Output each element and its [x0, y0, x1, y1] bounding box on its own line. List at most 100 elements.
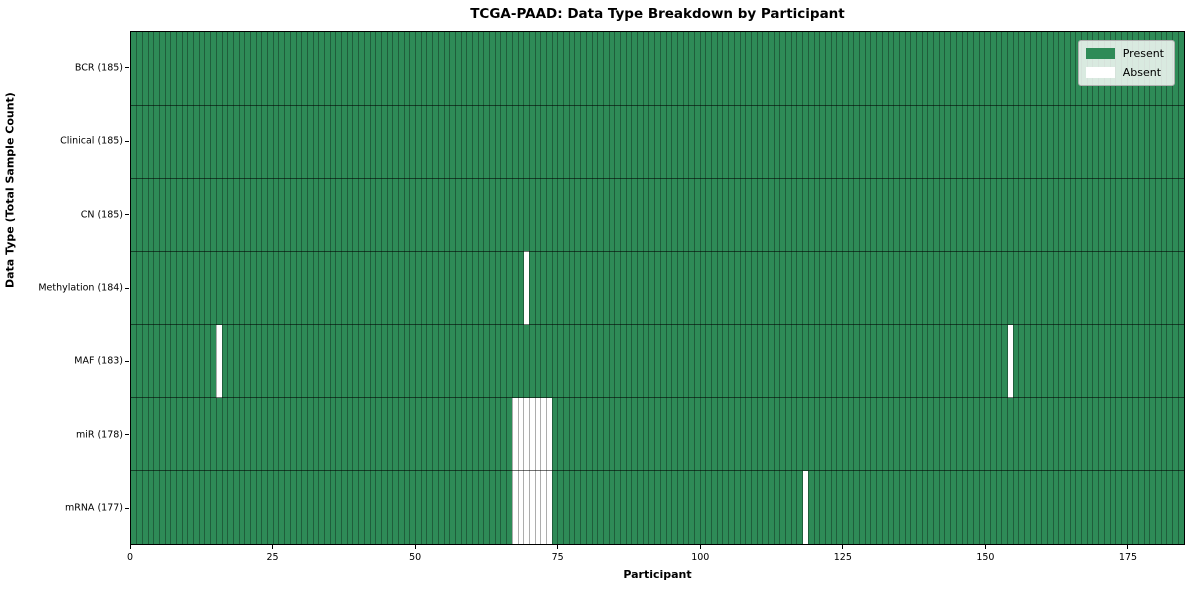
row-separator-line	[131, 250, 1184, 252]
bar-edge-line	[295, 32, 297, 544]
bar-edge-line	[767, 32, 769, 544]
bar-edge-line	[398, 32, 400, 544]
bar-edge-line	[904, 32, 906, 544]
bar-edge-line	[898, 32, 900, 544]
bar-edge-line	[1149, 32, 1151, 544]
absent-cell	[523, 397, 530, 471]
bar-edge-line	[927, 32, 929, 544]
legend-item-absent: Absent	[1085, 66, 1164, 79]
bar-edge-line	[198, 32, 200, 544]
absent-cell	[512, 397, 519, 471]
absent-cell	[529, 397, 536, 471]
absent-cell	[523, 470, 530, 544]
x-tick-label: 175	[1118, 552, 1138, 563]
bar-edge-line	[540, 32, 542, 544]
bar-edge-line	[671, 32, 673, 544]
bar-edge-line	[989, 32, 991, 544]
bar-edge-line	[1069, 32, 1071, 544]
bar-edge-line	[887, 32, 889, 544]
bar-edge-line	[921, 32, 923, 544]
bar-edge-line	[1098, 32, 1100, 544]
x-tick-label: 150	[976, 552, 995, 563]
absent-swatch	[1085, 67, 1115, 78]
bar-edge-line	[443, 32, 445, 544]
bar-edge-line	[785, 32, 787, 544]
absent-cell	[523, 251, 530, 325]
bar-edge-line	[665, 32, 667, 544]
bar-edge-line	[426, 32, 428, 544]
bar-edge-line	[432, 32, 434, 544]
bar-edge-line	[409, 32, 411, 544]
bar-edge-line	[386, 32, 388, 544]
x-tick-label: 100	[691, 552, 710, 563]
bar-edge-line	[933, 32, 935, 544]
bar-edge-line	[164, 32, 166, 544]
bar-edge-line	[403, 32, 405, 544]
bar-edge-line	[568, 32, 570, 544]
x-tick-mark	[414, 545, 416, 549]
bar-edge-line	[1052, 32, 1054, 544]
legend-label-absent: Absent	[1122, 66, 1162, 79]
bar-edge-line	[415, 32, 417, 544]
y-tick-mark	[125, 214, 129, 216]
bar-edge-line	[534, 32, 536, 544]
bar-edge-line	[352, 32, 354, 544]
absent-cell	[535, 397, 541, 471]
bar-edge-line	[147, 32, 149, 544]
y-tick-mark	[125, 507, 129, 509]
bar-edge-line	[221, 32, 223, 544]
x-tick-mark	[129, 545, 131, 549]
bar-edge-line	[711, 32, 713, 544]
bar-edge-line	[602, 32, 604, 544]
bar-edge-line	[215, 32, 217, 544]
bar-edge-line	[437, 32, 439, 544]
bar-edge-line	[1126, 32, 1128, 544]
y-tick-label: CN (185)	[80, 209, 123, 221]
bar-edge-line	[870, 32, 872, 544]
bar-edge-line	[466, 32, 468, 544]
bar-edge-line	[705, 32, 707, 544]
y-tick-mark	[125, 360, 129, 362]
bar-edge-line	[546, 32, 547, 544]
bar-edge-line	[158, 32, 160, 544]
bar-edge-line	[489, 32, 491, 544]
bar-edge-line	[335, 32, 337, 544]
x-tick-mark	[984, 545, 986, 549]
bar-edge-line	[318, 32, 320, 544]
bar-edge-line	[141, 32, 143, 544]
bar-edge-line	[1103, 32, 1105, 544]
x-tick-mark	[1127, 545, 1129, 549]
bar-edge-line	[608, 32, 610, 544]
y-tick-mark	[125, 434, 129, 436]
chart-title: TCGA-PAAD: Data Type Breakdown by Partic…	[470, 6, 845, 22]
bar-edge-line	[813, 32, 815, 544]
bar-edge-line	[950, 32, 952, 544]
bar-edge-line	[483, 32, 485, 544]
bar-edge-line	[517, 32, 519, 544]
bar-edge-line	[1092, 32, 1094, 544]
bar-edge-line	[944, 32, 946, 544]
x-tick-mark	[699, 545, 701, 549]
bar-edge-line	[278, 32, 280, 544]
bar-edge-line	[1058, 32, 1060, 544]
bar-edge-line	[682, 32, 684, 544]
bar-edge-line	[563, 32, 565, 544]
bar-edge-line	[995, 32, 997, 544]
bar-edge-line	[1018, 32, 1020, 544]
bar-edge-line	[346, 32, 348, 544]
bar-edge-line	[1063, 32, 1065, 544]
bar-edge-line	[967, 32, 969, 544]
bar-edge-line	[557, 32, 559, 544]
bar-edge-line	[654, 32, 656, 544]
absent-cell	[535, 470, 541, 544]
bar-edge-line	[796, 32, 798, 544]
row-separator-line	[131, 397, 1184, 399]
bar-edge-line	[1166, 32, 1168, 544]
bar-edge-line	[648, 32, 650, 544]
bar-edge-line	[210, 32, 212, 544]
bar-edge-line	[494, 32, 496, 544]
bar-edge-line	[1041, 32, 1043, 544]
bar-edge-line	[204, 32, 206, 544]
absent-cell	[518, 470, 524, 544]
